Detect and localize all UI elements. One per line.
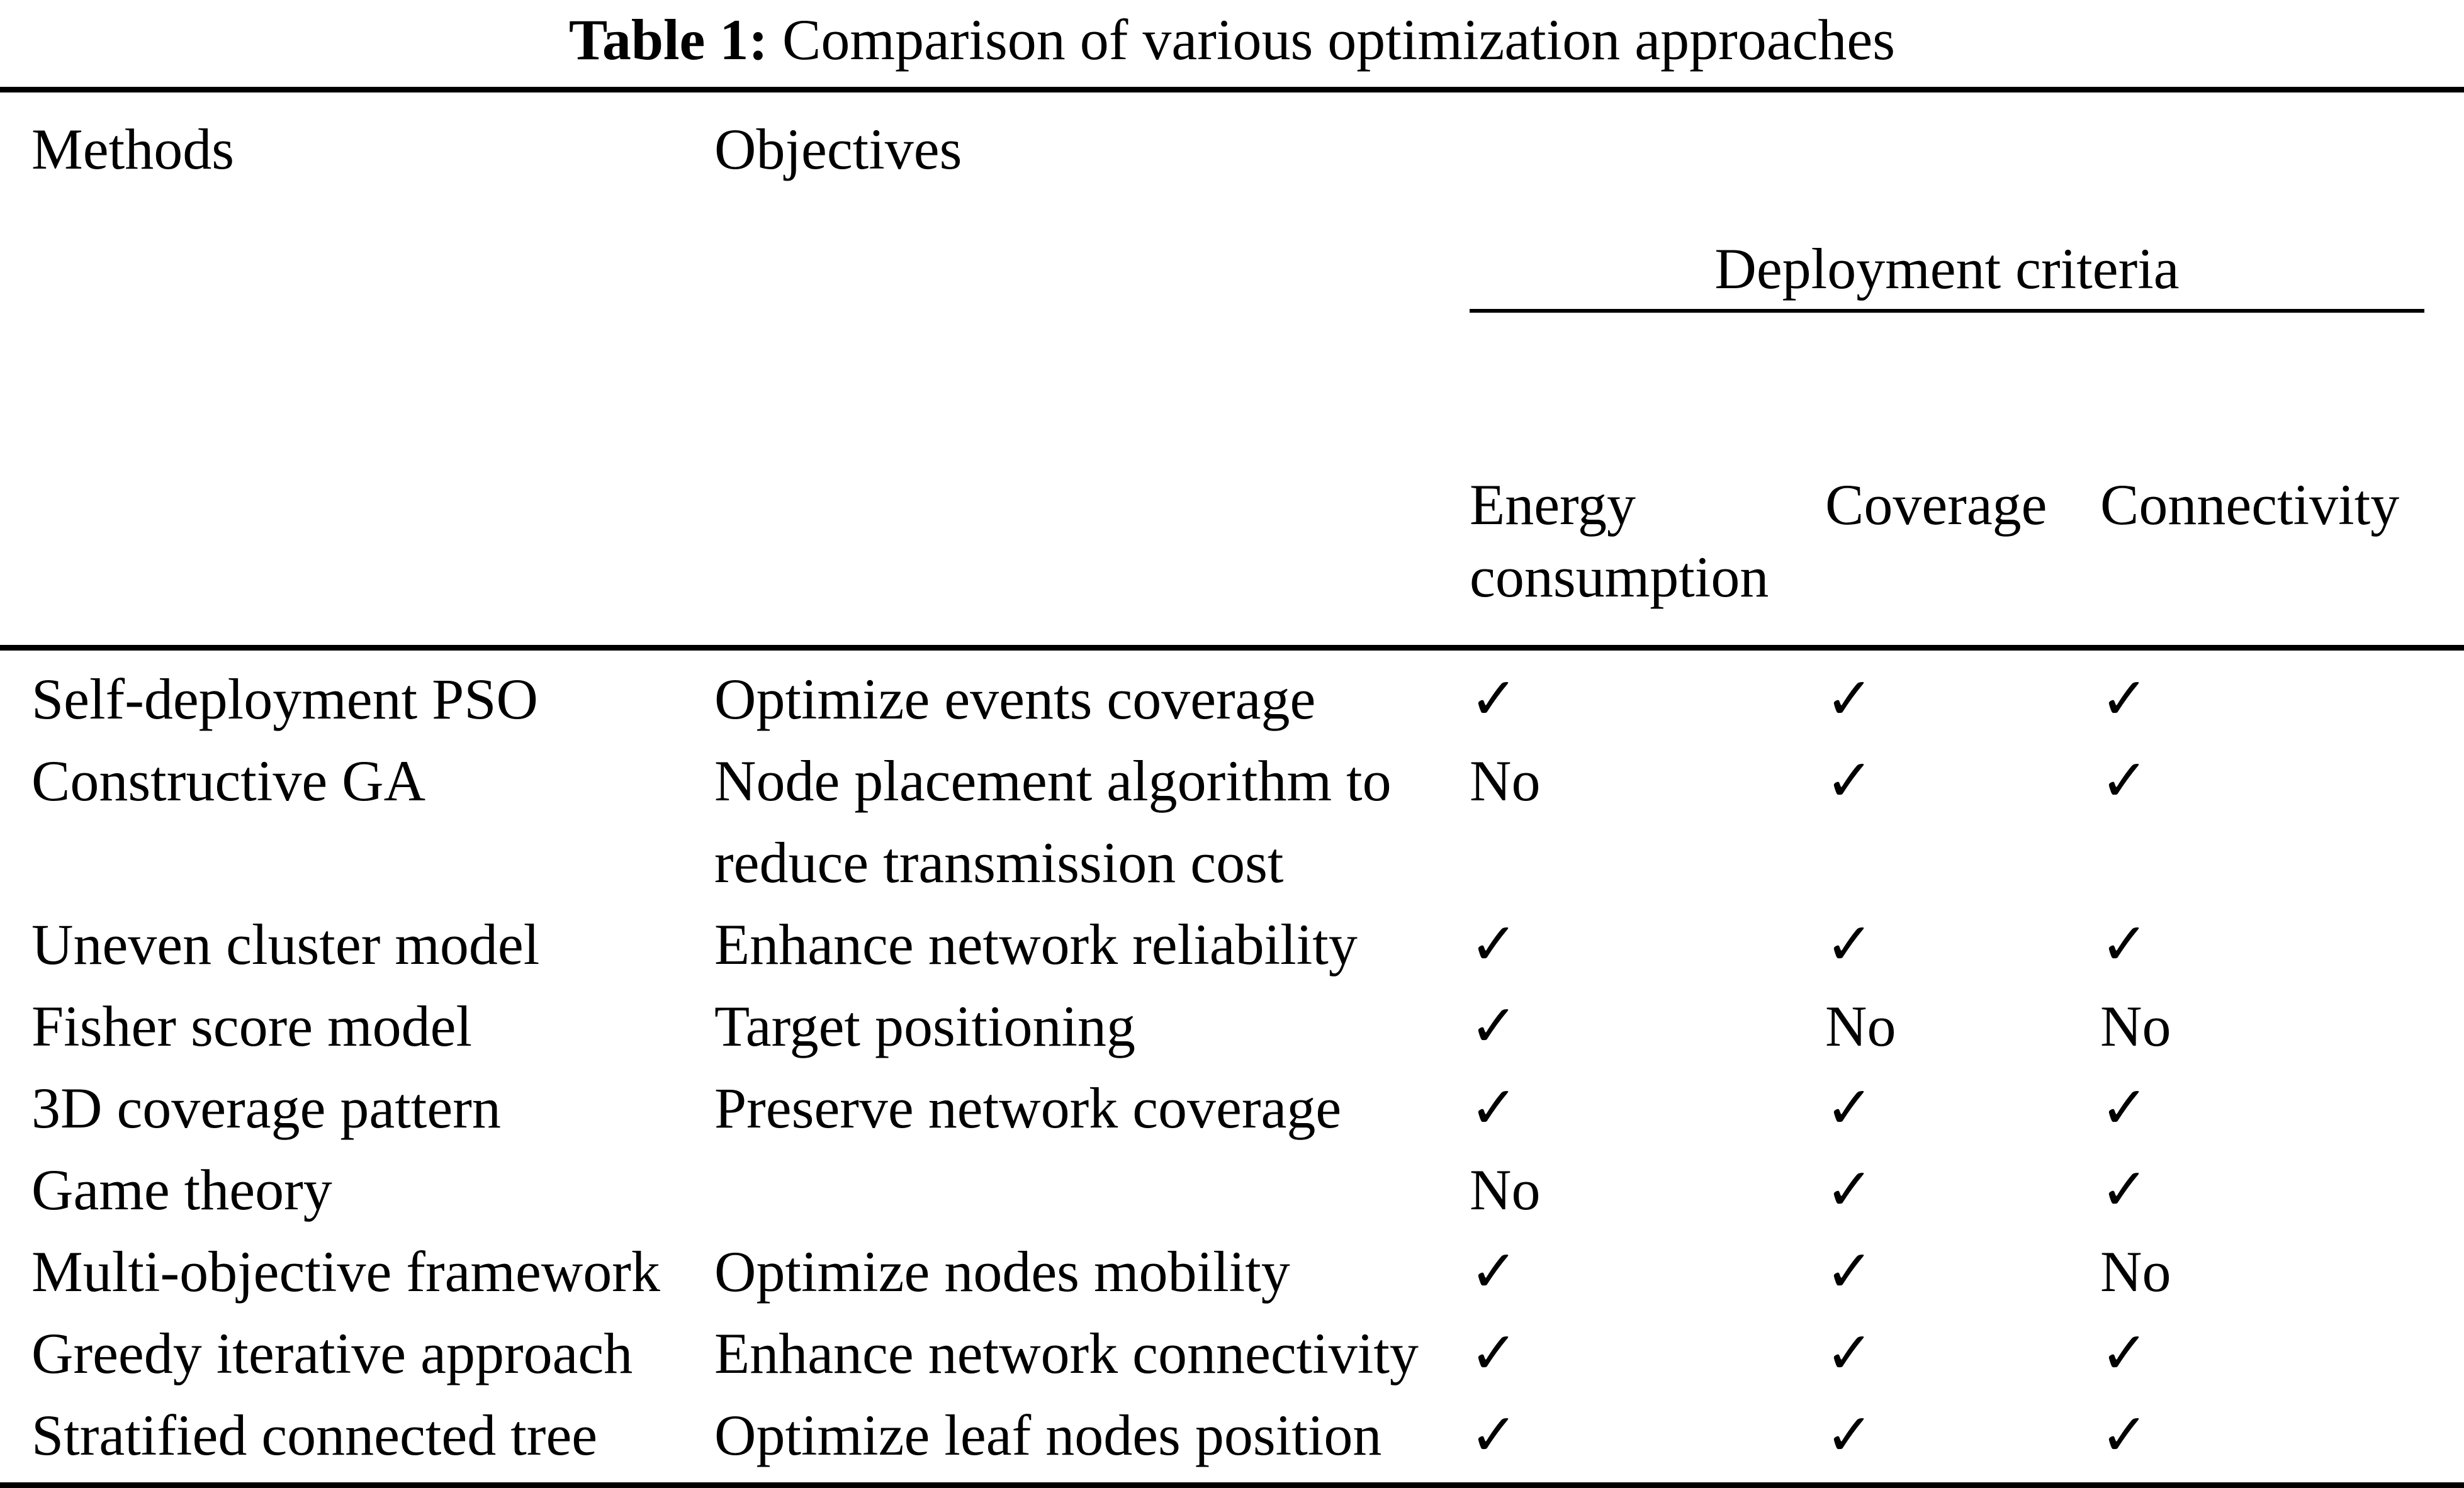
energy-mark: ✓ [1470,994,1519,1058]
table-body: Self-deployment PSO Optimize events cove… [0,647,2464,1485]
table-row: Multi-objective framework Optimize nodes… [0,1231,2464,1312]
table-row: Stratified connected tree Optimize leaf … [0,1394,2464,1485]
coverage-column-header: Coverage [1825,473,2047,537]
coverage-mark: ✓ [1825,749,1874,813]
table-header: Methods Objectives Deployment criteria E… [0,90,2464,648]
method-cell: Self-deployment PSO [31,667,538,731]
table-row: Self-deployment PSO Optimize events cove… [0,648,2464,741]
coverage-mark: ✓ [1825,1158,1874,1222]
objective-cell: Optimize nodes mobility [714,1239,1290,1304]
method-cell: 3D coverage pattern [31,1076,501,1140]
objective-cell: Node placement algorithm to reduce trans… [714,749,1392,895]
connectivity-mark: ✓ [2100,749,2149,813]
objective-cell: Enhance network connectivity [714,1321,1419,1385]
method-cell: Constructive GA [31,749,426,813]
method-cell: Greedy iterative approach [31,1321,633,1385]
table-caption: Table 1: Comparison of various optimizat… [0,0,2464,87]
deployment-criteria-header: Deployment criteria [1470,240,2424,313]
coverage-mark: ✓ [1825,912,1874,976]
method-cell: Game theory [31,1158,332,1222]
energy-mark: ✓ [1470,1239,1519,1304]
objective-cell: Target positioning [714,994,1136,1058]
energy-mark: ✓ [1470,912,1519,976]
table-row: Game theory No ✓ ✓ [0,1149,2464,1231]
connectivity-mark: ✓ [2100,1158,2149,1222]
table-caption-label: Table 1: [568,8,768,72]
connectivity-mark: ✓ [2100,1403,2149,1467]
objectives-column-header: Objectives [714,117,962,181]
comparison-table: Methods Objectives Deployment criteria E… [0,87,2464,1488]
coverage-mark: ✓ [1825,1403,1874,1467]
energy-mark: ✓ [1470,1076,1519,1140]
table-row: Constructive GA Node placement algorithm… [0,740,2464,903]
energy-consumption-column-header: Energy consumption [1470,473,1769,609]
energy-mark: ✓ [1470,1321,1519,1385]
table-row: Greedy iterative approach Enhance networ… [0,1312,2464,1394]
connectivity-mark: ✓ [2100,667,2149,731]
method-cell: Multi-objective framework [31,1239,660,1304]
connectivity-mark: ✓ [2100,1321,2149,1385]
coverage-mark: ✓ [1825,1321,1874,1385]
coverage-mark: No [1825,994,1896,1058]
deployment-criteria-group: Deployment criteria [1470,90,2464,439]
objective-cell: Preserve network coverage [714,1076,1342,1140]
methods-column-header: Methods [31,117,234,181]
objective-cell [714,1149,1470,1231]
objective-cell: Optimize events coverage [714,667,1316,731]
method-cell: Uneven cluster model [31,912,540,976]
table-row: Uneven cluster model Enhance network rel… [0,903,2464,985]
connectivity-mark: No [2100,994,2171,1058]
connectivity-column-header: Connectivity [2100,473,2400,537]
table-caption-text: Comparison of various optimization appro… [768,8,1896,72]
method-cell: Fisher score model [31,994,473,1058]
coverage-mark: ✓ [1825,667,1874,731]
table-row: Fisher score model Target positioning ✓ … [0,985,2464,1067]
energy-mark: No [1470,749,1541,813]
coverage-mark: ✓ [1825,1239,1874,1304]
energy-mark: ✓ [1470,667,1519,731]
table-row: 3D coverage pattern Preserve network cov… [0,1067,2464,1149]
objective-cell: Enhance network reliability [714,912,1358,976]
coverage-mark: ✓ [1825,1076,1874,1140]
method-cell: Stratified connected tree [31,1403,598,1467]
connectivity-mark: No [2100,1239,2171,1304]
energy-mark: No [1470,1158,1541,1222]
objective-cell: Optimize leaf nodes position [714,1403,1382,1467]
connectivity-mark: ✓ [2100,912,2149,976]
connectivity-mark: ✓ [2100,1076,2149,1140]
energy-mark: ✓ [1470,1403,1519,1467]
